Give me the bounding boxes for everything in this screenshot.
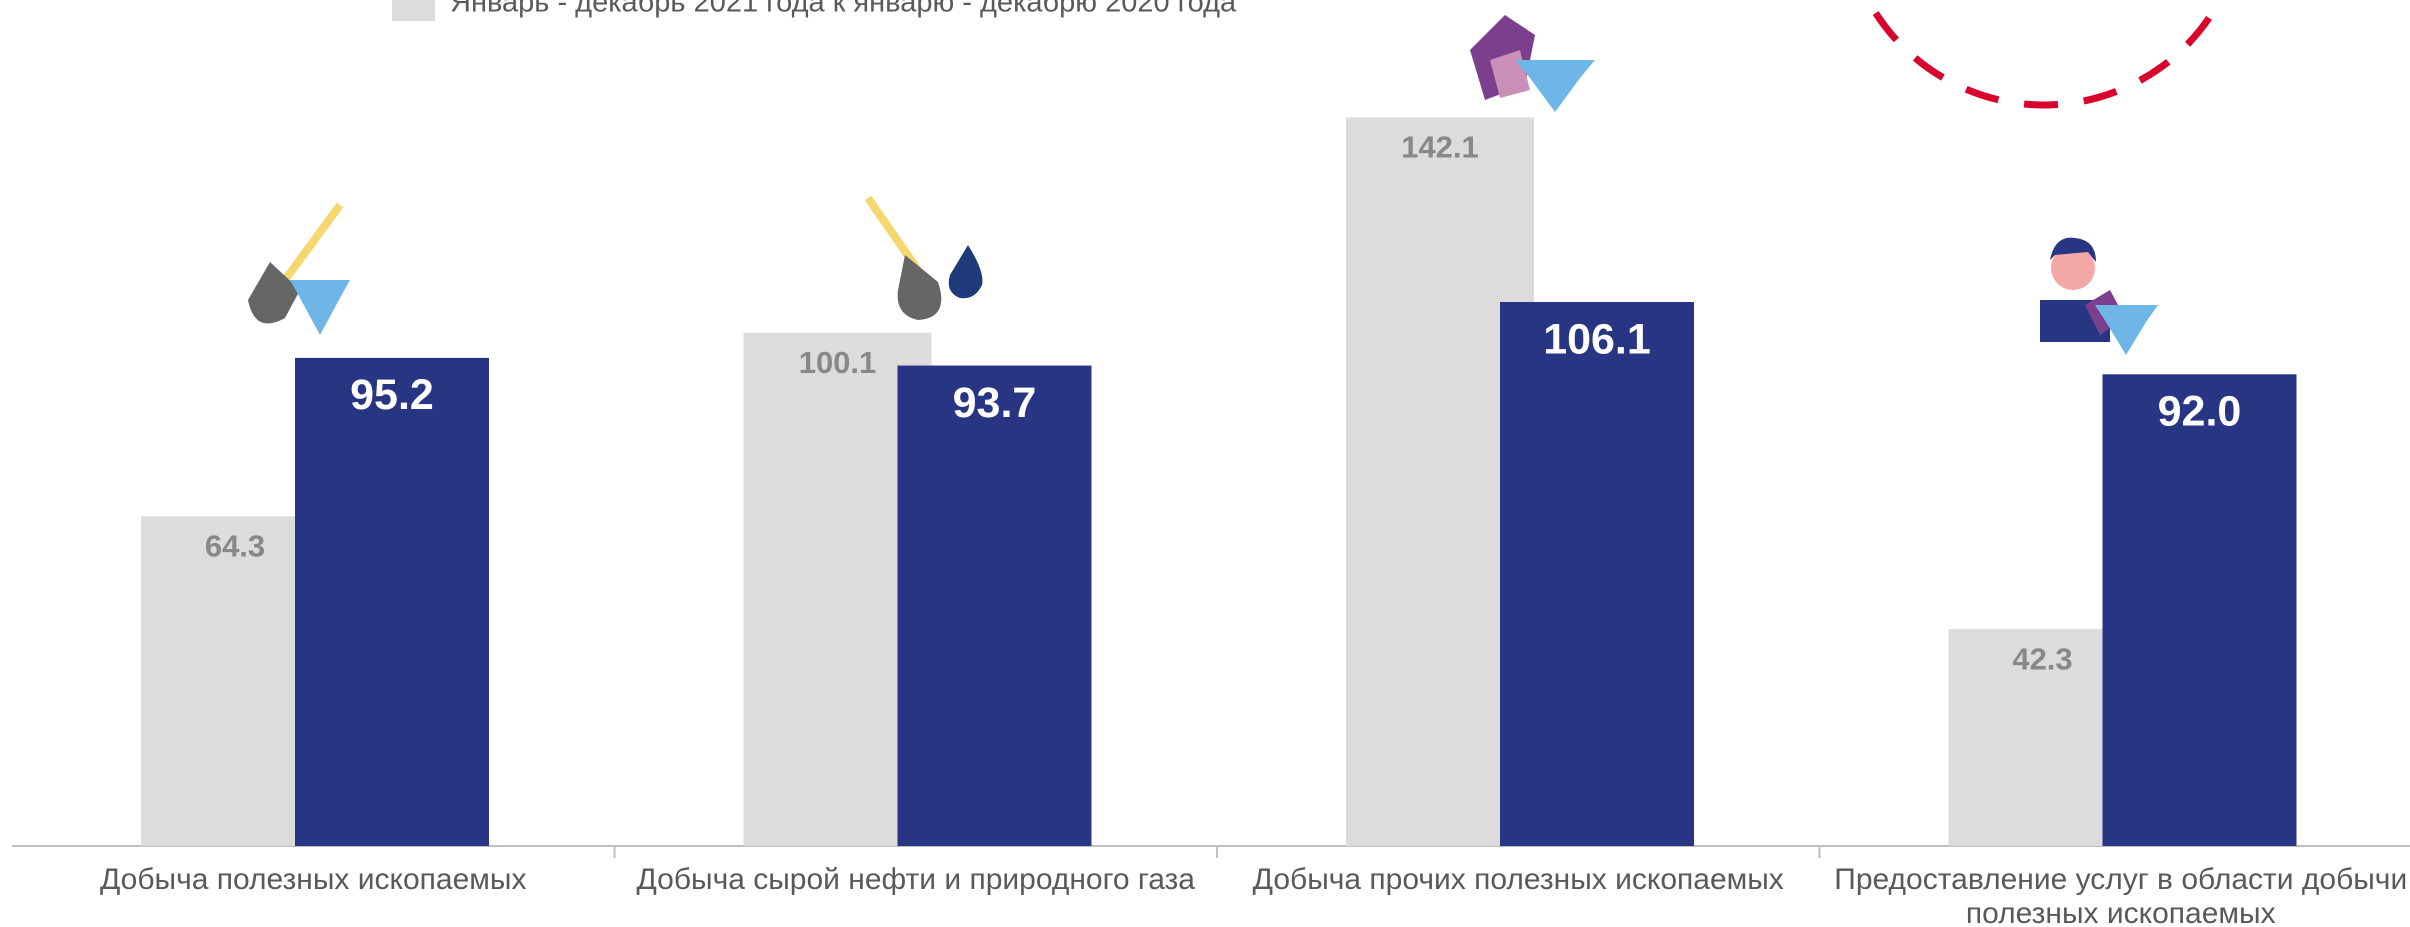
legend-label: Январь - декабрь 2021 года к январю - де… bbox=[450, 0, 1237, 19]
value-label: 100.1 bbox=[799, 345, 877, 380]
value-label: 106.1 bbox=[1543, 315, 1651, 363]
decor-circle bbox=[1844, 0, 2244, 105]
x-tick-label: Добыча сырой нефти и природного газа bbox=[625, 863, 1208, 897]
bar bbox=[2103, 374, 2297, 846]
bar bbox=[1500, 302, 1694, 846]
x-tick-label: Добыча полезных ископаемых bbox=[22, 863, 605, 897]
legend-swatch bbox=[392, 0, 435, 21]
chart: Январь - декабрь 2021 года к январю - де… bbox=[0, 0, 2410, 927]
bar bbox=[898, 366, 1092, 846]
icon-shovel-drop bbox=[868, 198, 982, 320]
value-label: 142.1 bbox=[1401, 130, 1479, 165]
x-tick-label: Добыча прочих полезных ископаемых bbox=[1227, 863, 1810, 897]
icon-shovel-gem bbox=[248, 205, 350, 335]
value-label: 42.3 bbox=[2012, 641, 2072, 676]
value-label: 92.0 bbox=[2158, 388, 2242, 436]
value-label: 64.3 bbox=[205, 529, 265, 564]
icon-gems bbox=[1470, 15, 1595, 112]
bar bbox=[295, 358, 489, 846]
x-tick-label: Предоставление услуг в области добычи по… bbox=[1830, 863, 2410, 927]
value-label: 95.2 bbox=[350, 371, 434, 419]
value-label: 93.7 bbox=[953, 379, 1037, 427]
page: Январь - декабрь 2021 года к январю - де… bbox=[0, 0, 2410, 927]
icon-person-gem bbox=[2040, 238, 2158, 355]
